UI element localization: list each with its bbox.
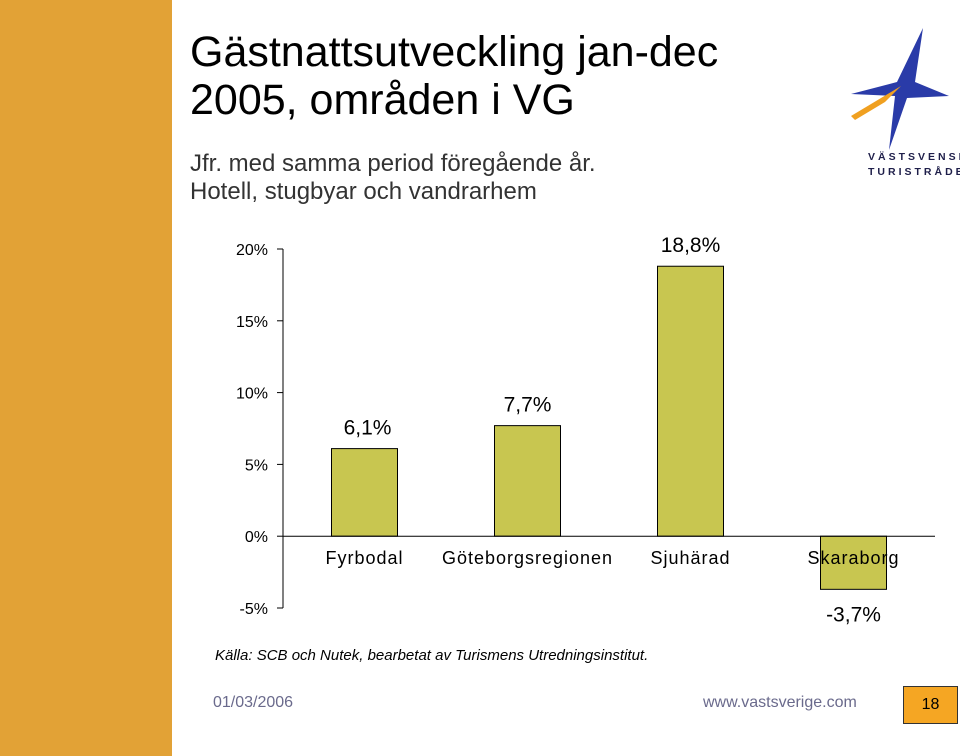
category-label: Göteborgsregionen [442, 548, 613, 568]
logo-swoosh-orange [851, 86, 901, 120]
y-tick-label: 5% [245, 457, 268, 474]
slide-title: Gästnattsutveckling jan-dec 2005, område… [190, 28, 718, 124]
subtitle-line-1: Jfr. med samma period föregående år. [190, 150, 596, 177]
footer-date: 01/03/2006 [213, 694, 294, 711]
y-tick-label: 15% [236, 314, 268, 331]
side-bar [0, 0, 172, 756]
logo-text-line-2: TURISTRÅDET [868, 166, 960, 178]
bar [494, 425, 561, 537]
data-label: 7,7% [504, 394, 552, 417]
source-note: Källa: SCB och Nutek, bearbetat av Turis… [215, 647, 649, 664]
category-label: Sjuhärad [650, 548, 730, 568]
bar [657, 265, 724, 537]
subtitle-line-2: Hotell, stugbyar och vandrarhem [190, 178, 537, 205]
data-label: 6,1% [344, 417, 392, 440]
page-number: 18 [903, 686, 958, 724]
bar [331, 448, 398, 537]
y-tick-label: 10% [236, 386, 268, 403]
data-label: -3,7% [826, 603, 881, 626]
star-logo-icon [851, 28, 949, 150]
category-label: Fyrbodal [325, 548, 403, 568]
data-label: 18,8% [661, 234, 721, 257]
footer-url: www.vastsverige.com [703, 694, 857, 711]
logo-star-blue [851, 28, 949, 150]
logo-text-line-1: VÄSTSVENSKA [868, 151, 960, 163]
title-line-2: 2005, områden i VG [190, 76, 575, 124]
category-label: Skaraborg [807, 548, 899, 568]
y-tick-label: 20% [236, 242, 268, 259]
y-tick-label: 0% [245, 529, 268, 546]
title-line-1: Gästnattsutveckling jan-dec [190, 28, 719, 76]
y-tick-label: -5% [240, 601, 268, 618]
